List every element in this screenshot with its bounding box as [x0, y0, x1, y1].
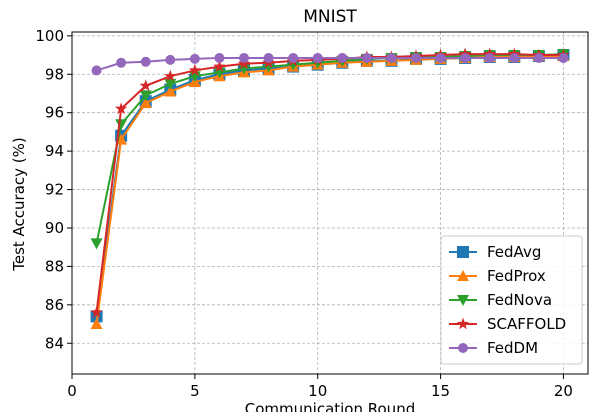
y-tick-label: 90: [45, 219, 64, 237]
y-tick-label: 94: [45, 142, 64, 160]
y-tick-label: 96: [45, 104, 64, 122]
marker: [456, 317, 470, 330]
marker: [312, 52, 323, 63]
marker: [164, 85, 177, 97]
marker: [263, 52, 274, 63]
marker: [115, 102, 128, 115]
marker: [337, 52, 348, 63]
marker: [287, 59, 300, 71]
marker: [115, 119, 128, 131]
y-axis-label: Test Accuracy (%): [10, 137, 28, 272]
marker: [361, 52, 372, 63]
legend-label: FedAvg: [487, 243, 541, 261]
y-tick-label: 84: [45, 334, 64, 352]
chart-title: MNIST: [303, 7, 357, 27]
marker: [188, 63, 201, 76]
marker: [90, 318, 103, 330]
marker: [139, 79, 152, 92]
y-tick-label: 88: [45, 257, 64, 275]
y-tick-label: 100: [35, 27, 64, 45]
marker: [90, 306, 103, 318]
plot-frame: [71, 31, 589, 375]
legend-label: FedProx: [487, 267, 546, 285]
marker: [90, 310, 103, 323]
marker: [214, 52, 225, 63]
marker: [239, 52, 249, 63]
legend-label: FedDM: [487, 339, 538, 357]
marker: [164, 78, 177, 90]
marker: [435, 52, 446, 63]
marker: [457, 246, 469, 258]
marker: [484, 52, 495, 63]
y-tick-label: 86: [45, 296, 64, 314]
marker: [386, 52, 397, 63]
marker: [90, 238, 103, 250]
marker: [460, 52, 471, 63]
marker: [411, 52, 421, 63]
legend-label: FedNova: [487, 291, 552, 309]
x-tick-label: 20: [554, 382, 573, 400]
marker: [164, 69, 177, 82]
marker: [533, 52, 544, 63]
x-tick-label: 15: [431, 382, 450, 400]
marker: [91, 65, 102, 76]
legend-box: [440, 235, 583, 365]
marker: [165, 54, 176, 65]
marker: [189, 53, 200, 64]
marker: [558, 52, 569, 63]
marker: [139, 97, 152, 109]
y-tick-label: 98: [45, 65, 64, 83]
y-tick-label: 92: [45, 181, 64, 199]
marker: [213, 60, 226, 72]
legend-label: SCAFFOLD: [487, 315, 566, 333]
marker: [457, 270, 469, 281]
marker: [457, 295, 469, 306]
marker: [509, 52, 520, 63]
x-tick-label: 10: [308, 382, 327, 400]
marker: [288, 52, 299, 63]
marker: [458, 343, 468, 353]
x-tick-label: 5: [190, 382, 200, 400]
x-axis-label: Communication Round: [245, 400, 415, 412]
marker: [262, 61, 275, 73]
marker: [237, 57, 251, 69]
x-tick-label: 0: [67, 382, 77, 400]
marker: [140, 56, 151, 67]
marker: [116, 57, 127, 68]
marker: [139, 90, 152, 102]
